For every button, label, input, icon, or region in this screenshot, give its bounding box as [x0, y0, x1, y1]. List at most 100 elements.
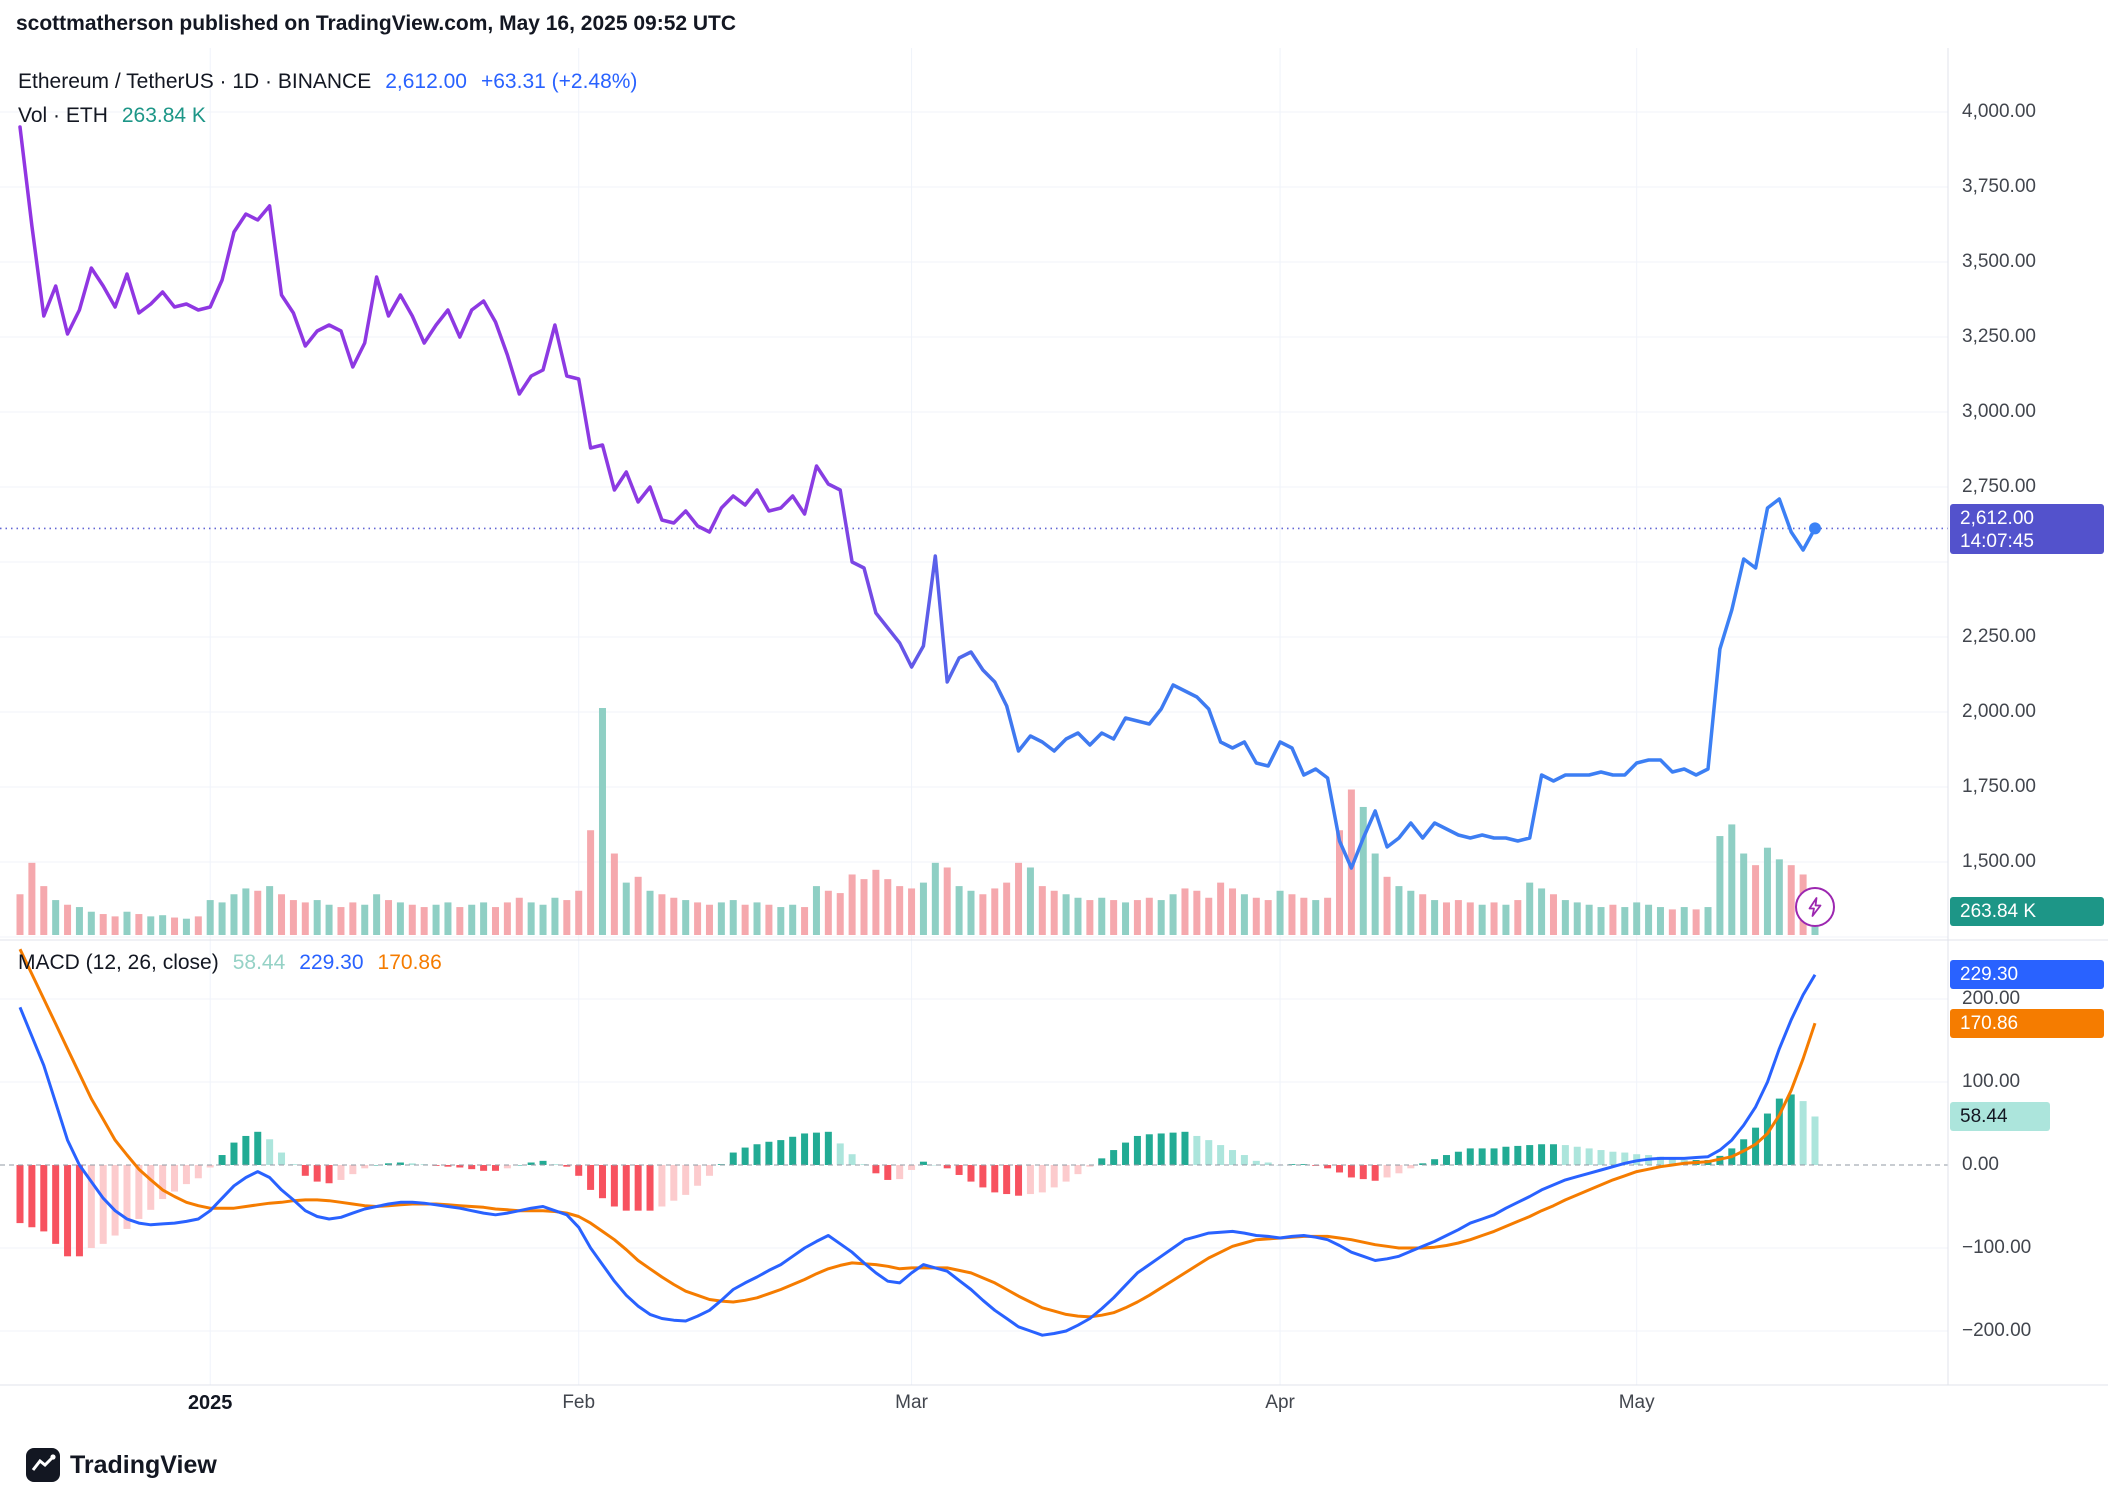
volume-bar: [147, 916, 155, 935]
macd-histogram-bar: [1217, 1145, 1225, 1165]
macd-histogram-bar: [563, 1165, 571, 1167]
volume-bar: [1752, 865, 1760, 935]
volume-bar: [1526, 882, 1534, 935]
volume-bar: [1252, 897, 1260, 935]
volume-bar: [1300, 897, 1308, 935]
volume-bar: [1157, 900, 1165, 935]
macd-histogram-bar: [682, 1165, 690, 1195]
macd-histogram-bar: [527, 1162, 535, 1165]
volume-bar: [848, 874, 856, 935]
macd-histogram-bar: [670, 1165, 678, 1201]
volume-bar: [1371, 853, 1379, 935]
volume-bar: [824, 890, 832, 935]
volume-bar: [28, 862, 36, 935]
volume-bar: [1716, 836, 1724, 935]
macd-histogram-bar: [242, 1135, 250, 1165]
macd-histogram-bar: [1621, 1152, 1629, 1165]
macd-histogram-bar: [52, 1165, 60, 1244]
macd-histogram-bar: [40, 1165, 48, 1232]
publish-text: scottmatherson published on TradingView.…: [16, 12, 737, 35]
macd-histogram-bar: [1585, 1148, 1593, 1165]
macd-histogram-bar: [1229, 1150, 1237, 1165]
macd-histogram-bar: [610, 1165, 618, 1207]
macd-histogram-bar: [908, 1165, 916, 1170]
macd-hist-value: 58.44: [232, 951, 286, 974]
volume-bar: [194, 916, 202, 935]
macd-histogram-bar: [385, 1163, 393, 1165]
volume-legend: Vol · ETH 263.84 K: [18, 104, 206, 128]
volume-bar: [1336, 830, 1344, 935]
volume-bar: [99, 914, 107, 935]
price-tick-label: 3,750.00: [1962, 176, 2036, 197]
time-tick-label: May: [1618, 1392, 1655, 1413]
volume-bar: [361, 904, 369, 935]
volume-bar: [979, 894, 987, 935]
volume-bar: [503, 902, 511, 935]
volume-bar: [491, 907, 499, 935]
macd-scale[interactable]: 200.00 100.00 0.00 −100.00 −200.00: [1962, 0, 2102, 1390]
volume-bar: [587, 830, 595, 935]
volume-bar: [1573, 902, 1581, 935]
macd-histogram-bar: [955, 1165, 963, 1175]
price-scale[interactable]: 4,000.00 3,750.00 3,500.00 3,250.00 3,000.00…: [1962, 0, 2102, 1390]
volume-bar: [658, 894, 666, 935]
volume-value: 263.84 K: [121, 104, 206, 127]
macd-histogram-bar: [824, 1131, 832, 1165]
macd-histogram-bar: [1264, 1162, 1272, 1165]
macd-histogram-bar: [266, 1139, 274, 1165]
time-scale[interactable]: 2025 Feb Mar Apr May: [0, 1385, 2108, 1440]
tradingview-logo-icon[interactable]: [26, 1448, 60, 1482]
volume-bar: [1145, 897, 1153, 935]
volume-bar: [539, 904, 547, 935]
macd-histogram-bar: [729, 1152, 737, 1165]
price-tick-label: 1,750.00: [1962, 776, 2036, 797]
volume-bar: [1478, 904, 1486, 935]
volume-bar: [1561, 900, 1569, 935]
volume-label[interactable]: Vol · ETH: [18, 104, 108, 127]
macd-tick-label: −200.00: [1962, 1320, 2032, 1341]
macd-label[interactable]: MACD (12, 26, close): [18, 951, 219, 974]
macd-histogram-bar: [1133, 1135, 1141, 1165]
macd-histogram-bar: [171, 1165, 179, 1192]
volume-bar: [1359, 806, 1367, 935]
volume-bar: [908, 888, 916, 935]
price-series-line[interactable]: [18, 125, 1817, 870]
macd-histogram-bar: [1787, 1094, 1795, 1165]
macd-legend: MACD (12, 26, close) 58.44 229.30 170.86: [18, 951, 442, 975]
volume-bar: [622, 882, 630, 935]
volume-bar: [1585, 904, 1593, 935]
time-tick-label: Feb: [562, 1392, 596, 1413]
volume-bar: [1514, 900, 1522, 935]
volume-bar: [1312, 900, 1320, 935]
time-tick-label: 2025: [187, 1392, 233, 1414]
macd-tick-label: −100.00: [1962, 1237, 2032, 1258]
flash-button[interactable]: [1795, 887, 1835, 927]
volume-bar: [468, 904, 476, 935]
macd-histogram-bar: [1098, 1158, 1106, 1165]
macd-histogram-bar: [456, 1165, 464, 1168]
macd-histogram-bar: [1240, 1155, 1248, 1165]
macd-histogram-bar: [1383, 1165, 1391, 1178]
volume-bar: [753, 902, 761, 935]
symbol-title[interactable]: Ethereum / TetherUS · 1D · BINANCE: [18, 70, 372, 93]
volume-bar: [1383, 876, 1391, 935]
macd-histogram-bar: [1466, 1148, 1474, 1165]
volume-bar: [289, 900, 297, 935]
macd-histogram-bar: [658, 1165, 666, 1207]
volume-bar: [765, 904, 773, 935]
tradingview-wordmark[interactable]: TradingView: [70, 1450, 217, 1479]
volume-bar: [456, 907, 464, 935]
volume-bar: [1538, 888, 1546, 935]
macd-histogram-bar: [1454, 1151, 1462, 1165]
macd-histogram-bar: [1074, 1165, 1082, 1175]
footer: TradingView: [26, 1448, 217, 1482]
volume-bar: [1656, 907, 1664, 935]
volume-bar: [1122, 902, 1130, 935]
volume-bar: [931, 862, 939, 935]
volume-bar: [1597, 907, 1605, 935]
volume-bar: [325, 904, 333, 935]
macd-histogram-bar: [1205, 1140, 1213, 1165]
macd-histogram-bar: [396, 1162, 404, 1165]
macd-histogram-bar: [753, 1144, 761, 1165]
